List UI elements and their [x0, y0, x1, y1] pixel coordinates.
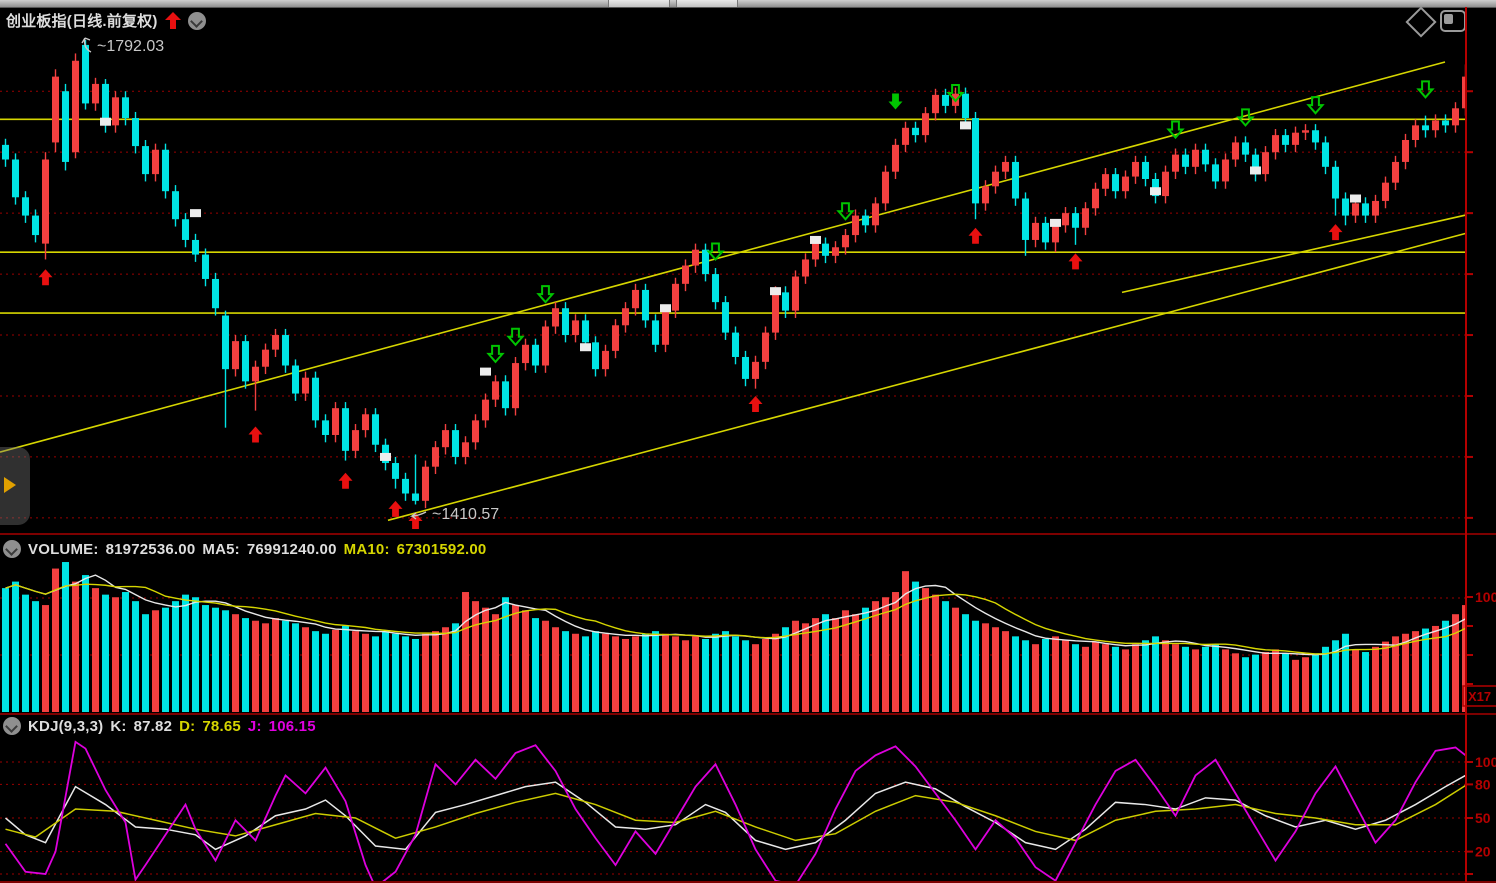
volume-header: VOLUME: 81972536.00 MA5: 76991240.00 MA1… — [3, 540, 486, 558]
volume-axis-label: 100000 — [1475, 589, 1496, 605]
up-trend-icon — [164, 12, 181, 29]
d-label: D: — [179, 717, 196, 735]
j-value: 106.15 — [268, 717, 316, 735]
volume-series — [0, 562, 1466, 712]
kdj-series — [0, 740, 1466, 881]
toolbar-strip — [0, 0, 1496, 8]
main-chart-header: 创业板指(日线.前复权) — [6, 10, 206, 31]
signal-markers — [38, 80, 1435, 530]
kdj-header: KDJ(9,3,3) K: 87.82 D: 78.65 J: 106.15 — [3, 717, 316, 735]
toolbar-button[interactable] — [608, 0, 670, 7]
ma10-value: 67301592.00 — [396, 540, 487, 558]
ma10-label: MA10: — [343, 540, 390, 558]
price-label: ~1410.57 — [432, 506, 499, 523]
ma5-label: MA5: — [202, 540, 240, 558]
k-label: K: — [110, 717, 127, 735]
slideout-handle[interactable] — [0, 447, 30, 525]
kdj-axis-label: 100 — [1475, 754, 1496, 770]
d-value: 78.65 — [202, 717, 241, 735]
page-title: 创业板指(日线.前复权) — [6, 13, 158, 30]
kdj-label: KDJ(9,3,3) — [28, 717, 104, 735]
collapse-kdj-chevron-icon[interactable] — [3, 717, 21, 735]
expand-right-icon — [4, 477, 16, 493]
volume-scale-label: X17 — [1468, 689, 1491, 704]
ma5-value: 76991240.00 — [246, 540, 337, 558]
k-value: 87.82 — [133, 717, 173, 735]
collapse-main-chevron-icon[interactable] — [187, 11, 206, 30]
kdj-axis-label: 20 — [1475, 844, 1491, 860]
kdj-axis-label: 80 — [1475, 776, 1491, 792]
kdj-D-line — [5, 784, 1466, 842]
kdj-J-line — [4, 740, 1466, 881]
collapse-volume-chevron-icon[interactable] — [3, 540, 21, 558]
price-label: ~1792.03 — [97, 38, 164, 55]
volume-label: VOLUME: — [28, 540, 99, 558]
kdj-axis-label: 50 — [1475, 810, 1491, 826]
trendlines — [0, 61, 1466, 522]
j-label: J: — [247, 717, 262, 735]
toolbar-button[interactable] — [676, 0, 738, 7]
volume-value: 81972536.00 — [105, 540, 196, 558]
right-axis: 100000 X17 100 80 50 20 — [0, 7, 1496, 883]
kdj-K-line — [5, 774, 1466, 851]
price-annotations: ~1792.03 ~1410.57 — [81, 37, 499, 523]
